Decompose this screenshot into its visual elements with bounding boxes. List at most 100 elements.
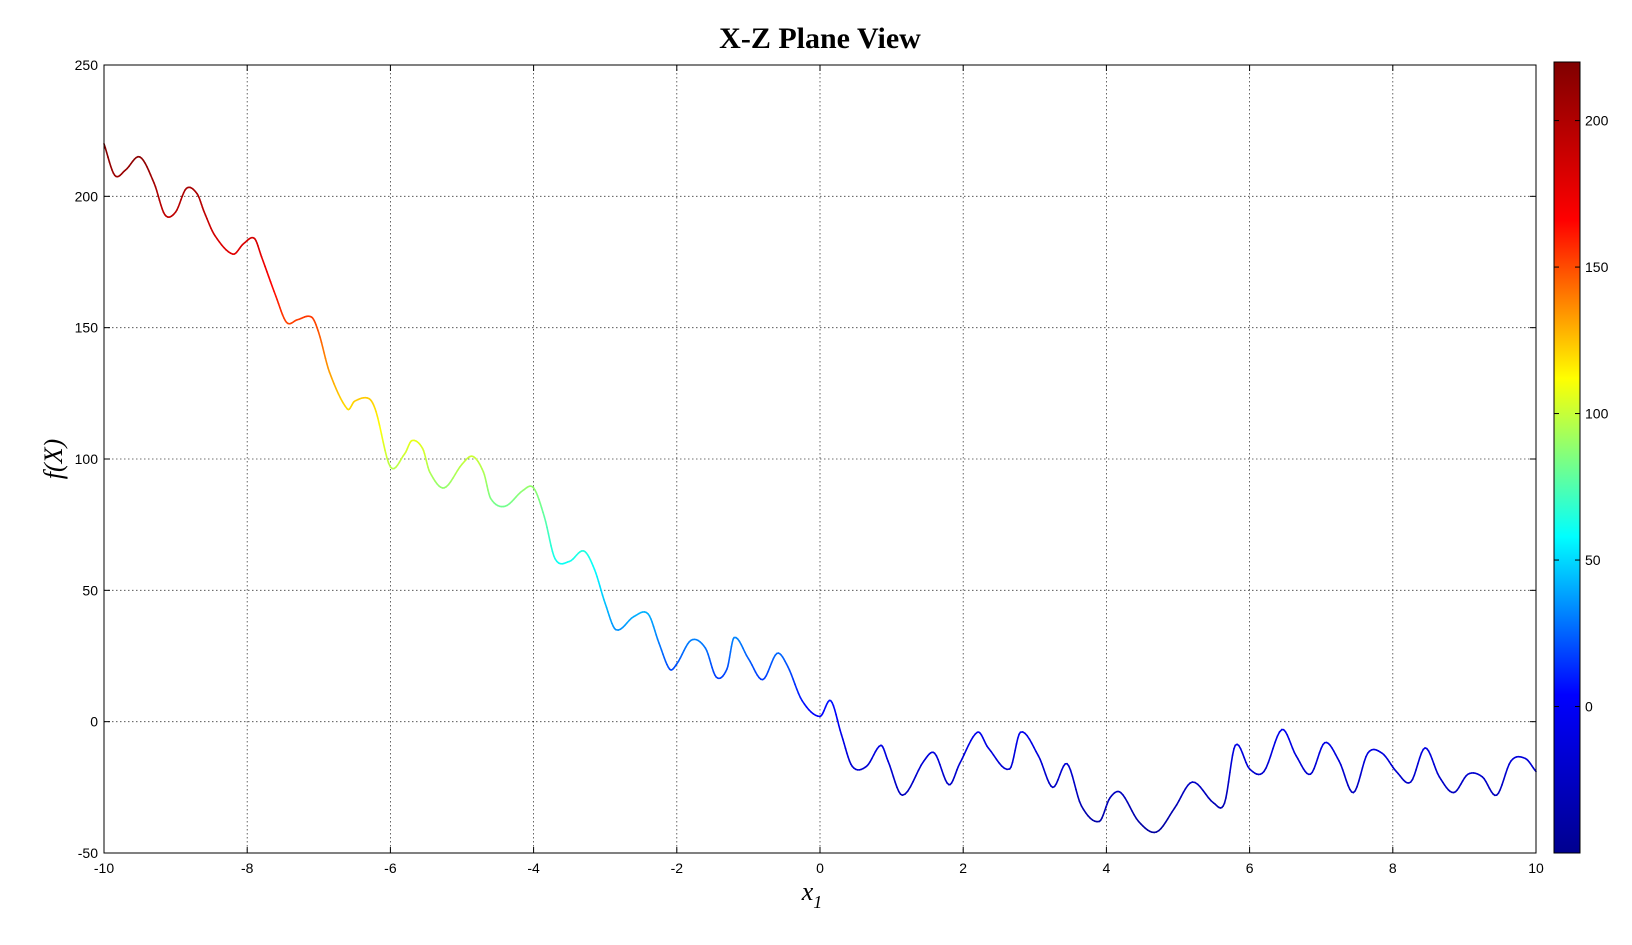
curve-segment: [333, 382, 338, 390]
curve-segment: [1071, 775, 1075, 784]
curve-segment: [324, 357, 328, 365]
colorbar-tick-label: 100: [1585, 406, 1609, 422]
curve-segment: [1429, 753, 1433, 761]
x-tick-label: -2: [671, 860, 684, 876]
curve-segment: [1226, 781, 1230, 792]
curve-segment: [1269, 748, 1274, 757]
curve-segment: [965, 744, 970, 751]
curve-segment: [1015, 737, 1019, 745]
curve-segment: [326, 362, 330, 370]
y-tick-label: 100: [75, 451, 99, 467]
y-tick-label: 250: [75, 57, 99, 73]
curve-segment: [1433, 763, 1437, 770]
curve-segment: [892, 775, 896, 784]
curve-segment: [1227, 771, 1231, 783]
curve-segment: [967, 739, 972, 746]
curve-segment: [940, 769, 945, 776]
curve-segment: [1318, 747, 1322, 754]
curve-segment: [322, 346, 325, 354]
curve-segment: [544, 520, 548, 529]
curve-segment: [794, 683, 798, 690]
curve-segment: [547, 532, 551, 541]
curve-segment: [889, 764, 893, 772]
curve-segment: [1501, 778, 1505, 786]
curve-segment: [1359, 767, 1364, 776]
curve-segment: [1267, 755, 1272, 764]
colorbar-tick-label: 200: [1585, 113, 1609, 129]
curve-segment: [1178, 795, 1182, 802]
curve-segment: [377, 417, 381, 427]
curve-segment: [728, 651, 732, 658]
curve-segment: [375, 410, 379, 419]
curve-segment: [1345, 779, 1349, 787]
curve-segment: [1288, 738, 1292, 745]
curve-segment: [1361, 761, 1365, 769]
curve-segment: [729, 645, 733, 653]
curve-segment: [323, 352, 327, 360]
curve-segment: [912, 775, 917, 783]
curve-segment: [1014, 743, 1018, 752]
curve-segment: [767, 666, 771, 673]
curve-segment: [1313, 763, 1317, 770]
x-tick-label: -4: [527, 860, 540, 876]
x-axis-label-main: x: [801, 877, 814, 906]
x-tick-label: -8: [241, 860, 254, 876]
curve-segment: [1274, 735, 1279, 744]
curve-segment: [1039, 758, 1043, 765]
curve-segment: [1059, 769, 1063, 776]
curve-segment: [1431, 758, 1435, 765]
curve-segment: [1012, 749, 1016, 758]
x-tick-labels: -10 -8 -6 -4 -2 0 2 4 6 8 10: [94, 860, 1544, 876]
curve-segment: [337, 393, 342, 400]
curve-segment: [958, 758, 963, 765]
curve-segment: [937, 758, 941, 766]
colorbar: 0 50 100 150 200: [1553, 61, 1609, 854]
x-tick-label: 0: [816, 860, 824, 876]
curve-segment: [1289, 742, 1294, 750]
curve-segment: [792, 678, 796, 685]
curve-segment: [380, 433, 385, 444]
curve-segment: [887, 760, 891, 767]
tick-marks: [103, 64, 1537, 854]
curve-segment: [961, 753, 965, 761]
curve-segment: [269, 280, 274, 288]
y-tick-label: 200: [75, 188, 99, 204]
curve-segment: [262, 260, 266, 268]
curve-segment: [1223, 797, 1227, 804]
curve-segment: [1357, 774, 1362, 783]
y-tick-label: 150: [75, 320, 99, 336]
colorbar-ticks: 0 50 100 150 200: [1554, 113, 1609, 715]
curve-segment: [1042, 768, 1047, 775]
curve-segment: [1415, 763, 1419, 771]
curve-segment: [833, 709, 837, 716]
y-tick-labels: -50 0 50 100 150 200 250: [75, 57, 99, 861]
curve-segment: [942, 774, 947, 781]
curve-segment: [1011, 756, 1015, 764]
curve-segment: [1128, 805, 1133, 812]
curve-segment: [1243, 757, 1247, 764]
curve-segment: [267, 275, 272, 283]
curve-segment: [546, 526, 550, 535]
curve-segment: [328, 371, 333, 379]
curve-segment: [105, 151, 109, 159]
curve-segment: [1076, 795, 1081, 803]
x-tick-label: 8: [1389, 860, 1397, 876]
curve-segment: [790, 673, 794, 681]
curve-segment: [1229, 762, 1233, 774]
function-curve: [103, 143, 1537, 834]
curve-segment: [1225, 789, 1229, 799]
curve-segment: [273, 290, 277, 297]
curve-segment: [378, 424, 383, 435]
curve-segment: [266, 270, 270, 278]
curve-segment: [837, 724, 841, 732]
curve-segment: [1413, 768, 1417, 777]
curve-segment: [1075, 788, 1079, 797]
colorbar-tick-label: 0: [1585, 699, 1593, 715]
curve-segment: [271, 285, 275, 293]
curve-segment: [1044, 773, 1049, 780]
curve-segment: [1315, 757, 1319, 765]
curve-segment: [1265, 761, 1270, 769]
curve-segment: [914, 769, 920, 777]
curve-segment: [335, 388, 340, 395]
curve-segment: [1030, 742, 1035, 749]
